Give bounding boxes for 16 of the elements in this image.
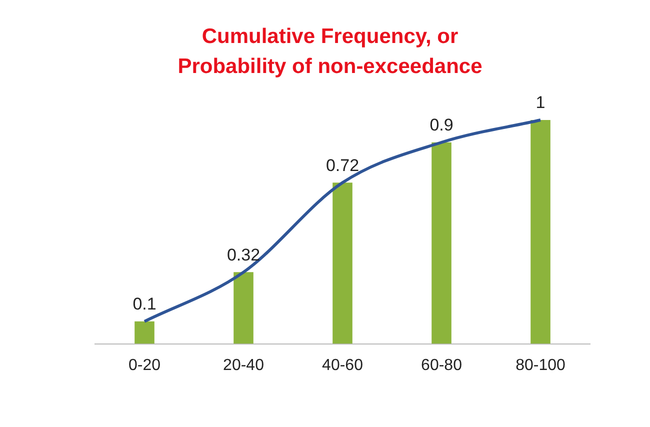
x-tick-label: 0-20 xyxy=(128,356,161,374)
data-label: 0.9 xyxy=(430,116,454,135)
data-label: 1 xyxy=(536,93,546,112)
data-label: 0.32 xyxy=(226,245,260,264)
x-tick-label: 20-40 xyxy=(223,356,264,374)
bar xyxy=(332,182,352,344)
x-tick-label: 40-60 xyxy=(322,356,364,374)
x-tick-label: 60-80 xyxy=(421,356,462,374)
bar xyxy=(234,272,254,344)
data-label: 0.72 xyxy=(326,156,360,175)
x-tick-label: 80-100 xyxy=(516,356,566,374)
data-label: 0.1 xyxy=(132,294,156,314)
bar xyxy=(134,321,154,344)
bar xyxy=(432,142,452,344)
chart-title: Cumulative Frequency, or Probability of non-exceedance xyxy=(176,24,484,80)
bar xyxy=(530,120,550,344)
